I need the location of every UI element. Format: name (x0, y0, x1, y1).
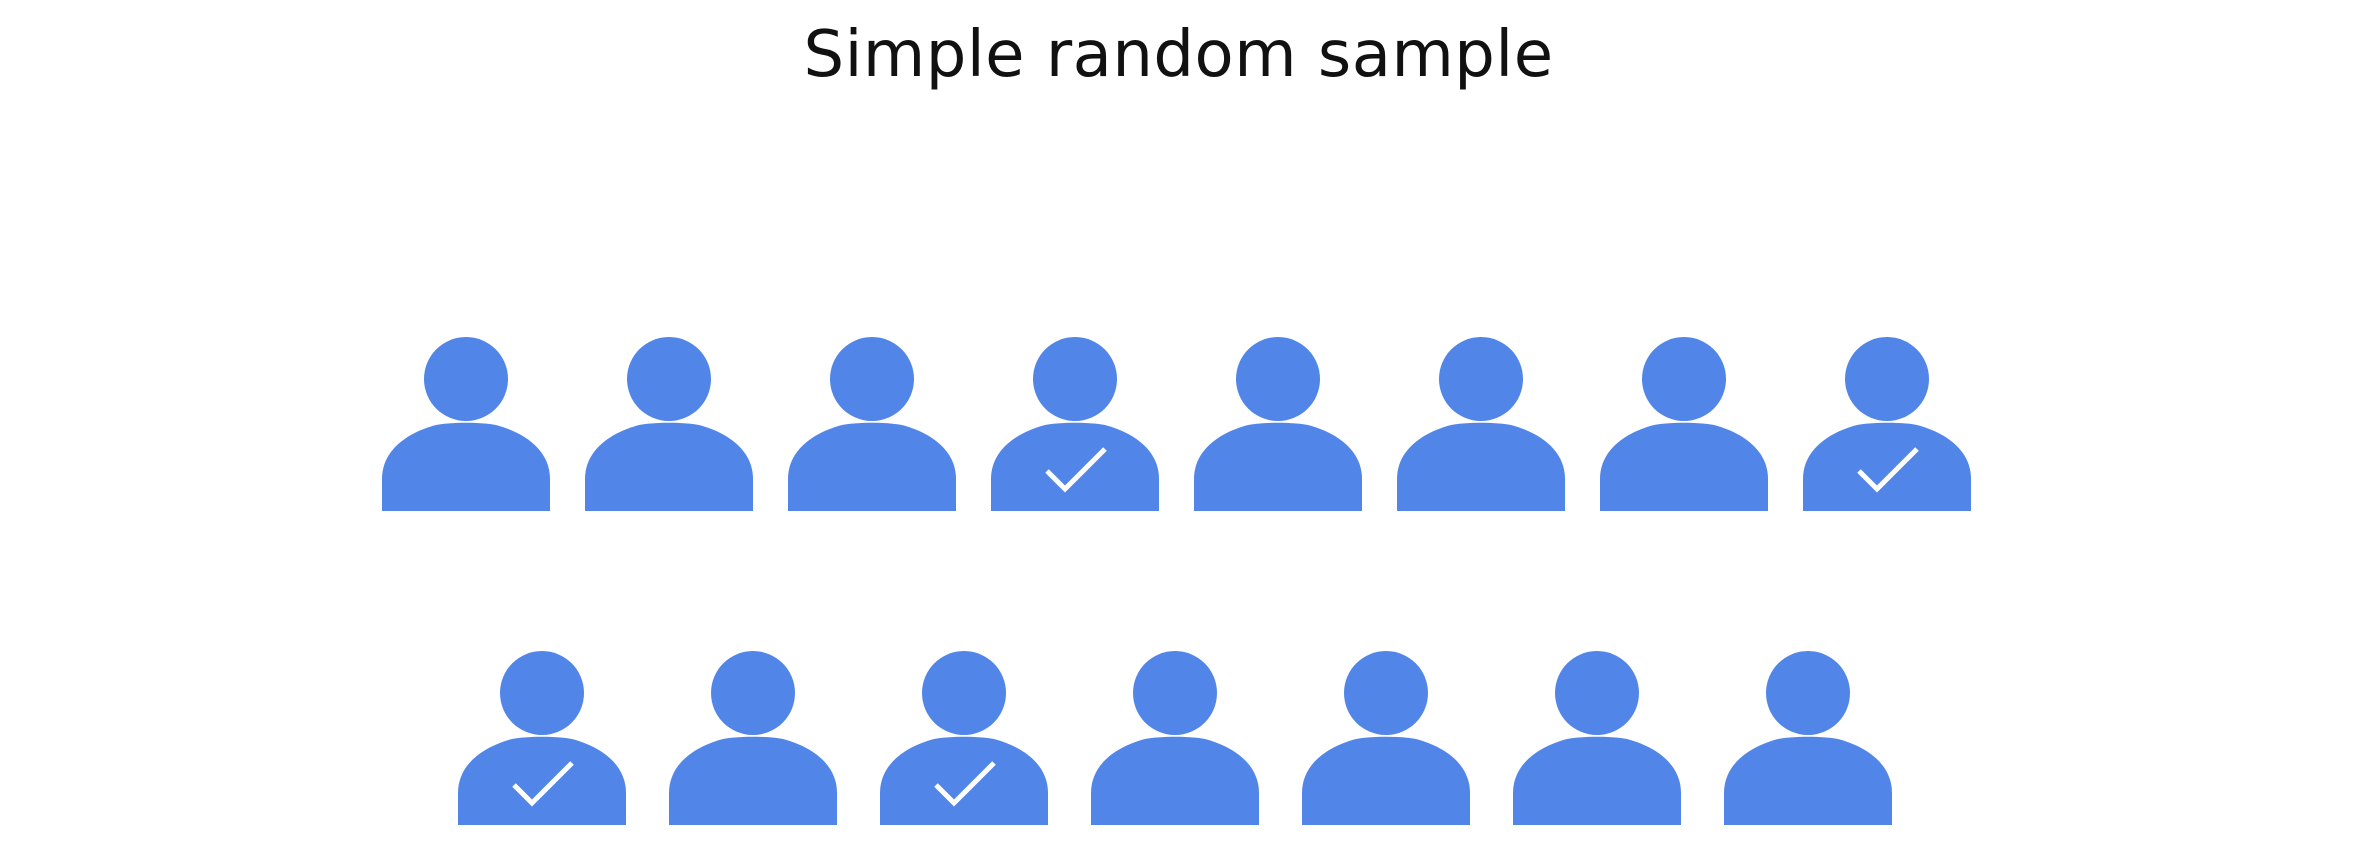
person-head (500, 651, 584, 735)
person-head (627, 337, 711, 421)
person-icon (788, 337, 956, 511)
person-head (1439, 337, 1523, 421)
person-body (1091, 736, 1259, 825)
selected-person-icon (1803, 337, 1971, 511)
person-head (1133, 651, 1217, 735)
person-head (1555, 651, 1639, 735)
diagram-title: Simple random sample (803, 18, 1554, 92)
person-body (585, 422, 753, 511)
person-body (880, 736, 1048, 825)
person-icon (585, 337, 753, 511)
person-body (1513, 736, 1681, 825)
selected-person-icon (880, 651, 1048, 825)
person-head (1236, 337, 1320, 421)
person-head (1344, 651, 1428, 735)
person-icon (1397, 337, 1565, 511)
person-head (711, 651, 795, 735)
person-body (382, 422, 550, 511)
person-body (991, 422, 1159, 511)
checkmark-icon (934, 761, 996, 807)
selected-person-icon (991, 337, 1159, 511)
person-icon (1724, 651, 1892, 825)
person-icon (1302, 651, 1470, 825)
person-icon (382, 337, 550, 511)
person-head (1033, 337, 1117, 421)
person-body (1302, 736, 1470, 825)
person-head (922, 651, 1006, 735)
person-icon (669, 651, 837, 825)
person-head (830, 337, 914, 421)
checkmark-icon (512, 761, 574, 807)
person-icon (1600, 337, 1768, 511)
person-body (1194, 422, 1362, 511)
person-body (788, 422, 956, 511)
person-head (1766, 651, 1850, 735)
person-body (1600, 422, 1768, 511)
person-head (1642, 337, 1726, 421)
person-head (424, 337, 508, 421)
selected-person-icon (458, 651, 626, 825)
checkmark-icon (1045, 447, 1107, 493)
person-body (1397, 422, 1565, 511)
person-icon (1091, 651, 1259, 825)
person-body (1724, 736, 1892, 825)
person-body (1803, 422, 1971, 511)
person-body (669, 736, 837, 825)
person-head (1845, 337, 1929, 421)
person-icon (1513, 651, 1681, 825)
person-icon (1194, 337, 1362, 511)
person-body (458, 736, 626, 825)
checkmark-icon (1857, 447, 1919, 493)
